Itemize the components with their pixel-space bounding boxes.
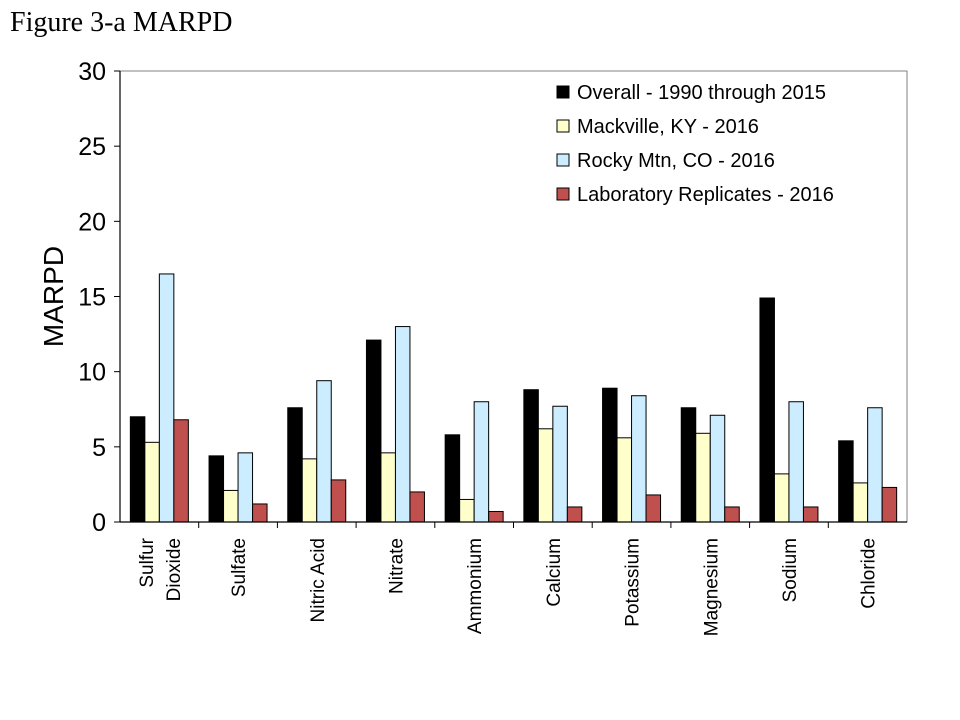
y-tick-label: 30 — [78, 58, 106, 86]
x-tick-label: Chloride — [859, 538, 880, 609]
bar-4-cat-10 — [881, 486, 898, 523]
x-tick-label: Potassium — [623, 538, 644, 627]
y-axis-title: MARPD — [38, 246, 69, 347]
bar-4-cat-4 — [409, 491, 425, 523]
bar-4-cat-8 — [724, 506, 740, 523]
bar-1-cat-1 — [129, 416, 146, 523]
legend-swatch-3 — [556, 153, 570, 167]
bar-3-cat-6 — [552, 405, 568, 523]
x-tick-label: Ammonium — [465, 538, 486, 634]
bar-4-cat-9 — [802, 506, 819, 523]
bar-1-cat-5 — [444, 434, 461, 523]
bar-1-cat-10 — [838, 440, 854, 523]
plot-area — [119, 70, 908, 523]
plot-frame — [119, 70, 908, 523]
bar-4-cat-3 — [330, 479, 347, 523]
bar-2-cat-10 — [852, 482, 869, 523]
legend-label-3: Rocky Mtn, CO - 2016 — [577, 150, 775, 172]
bar-1-cat-4 — [365, 339, 382, 523]
y-tick-label: 20 — [78, 208, 106, 236]
x-tick-label: Sulfate — [229, 538, 250, 597]
bar-1-cat-7 — [602, 387, 618, 523]
bar-3-cat-3 — [316, 380, 332, 523]
bar-2-cat-2 — [223, 489, 239, 523]
y-tick-label: 0 — [92, 509, 106, 537]
bar-4-cat-5 — [488, 510, 504, 523]
bar-3-cat-1 — [158, 273, 175, 523]
bar-4-cat-2 — [252, 503, 268, 523]
bar-2-cat-5 — [459, 498, 475, 523]
figure-title: Figure 3-a MARPD — [10, 7, 233, 38]
y-tick-label: 15 — [78, 284, 106, 312]
bar-3-cat-10 — [867, 407, 883, 523]
bar-1-cat-9 — [759, 297, 775, 523]
bar-3-cat-9 — [788, 401, 804, 523]
bar-2-cat-6 — [537, 428, 554, 523]
legend-swatch-2 — [556, 119, 570, 133]
legend-label-1: Overall - 1990 through 2015 — [577, 82, 826, 104]
x-tick-label: Nitrate — [386, 538, 407, 594]
y-tick-label: 5 — [92, 434, 106, 462]
bar-4-cat-6 — [566, 506, 583, 523]
bar-4-cat-7 — [645, 494, 662, 523]
bar-3-cat-4 — [394, 326, 411, 523]
bar-1-cat-6 — [523, 389, 539, 523]
bar-1-cat-2 — [208, 455, 225, 523]
y-tick-label: 25 — [78, 133, 106, 161]
bar-3-cat-5 — [473, 401, 490, 523]
bar-groups — [129, 273, 898, 523]
bar-4-cat-1 — [173, 419, 189, 523]
axes: 0 5 10 15 20 25 30 MARPD Sulfur Dioxide Sulfate Nit… — [38, 58, 907, 636]
legend-label-2: Mackville, KY - 2016 — [577, 116, 759, 138]
bar-3-cat-2 — [237, 452, 254, 523]
y-tick-label: 10 — [78, 359, 106, 387]
bar-2-cat-4 — [380, 452, 396, 523]
bar-2-cat-9 — [773, 473, 790, 523]
x-tick-label: Dioxide — [164, 538, 185, 601]
bar-3-cat-8 — [709, 414, 726, 523]
x-tick-label: Sulfur — [137, 537, 158, 587]
x-tick-label: Sodium — [780, 538, 801, 602]
bar-2-cat-8 — [695, 432, 711, 523]
bar-2-cat-3 — [301, 458, 318, 523]
legend-label-4: Laboratory Replicates - 2016 — [577, 184, 834, 206]
bar-3-cat-7 — [631, 395, 647, 523]
legend-swatch-1 — [556, 85, 570, 99]
x-tick-label: Nitric Acid — [308, 538, 329, 622]
bar-1-cat-3 — [287, 407, 303, 523]
bar-2-cat-7 — [616, 437, 633, 523]
legend: Overall - 1990 through 2015 Mackville, KY… — [556, 82, 834, 206]
x-tick-label: Magnesium — [701, 538, 722, 636]
legend-swatch-4 — [556, 187, 570, 201]
bar-2-cat-1 — [144, 441, 160, 523]
x-tick-label: Calcium — [544, 538, 565, 607]
bar-1-cat-8 — [680, 407, 697, 523]
